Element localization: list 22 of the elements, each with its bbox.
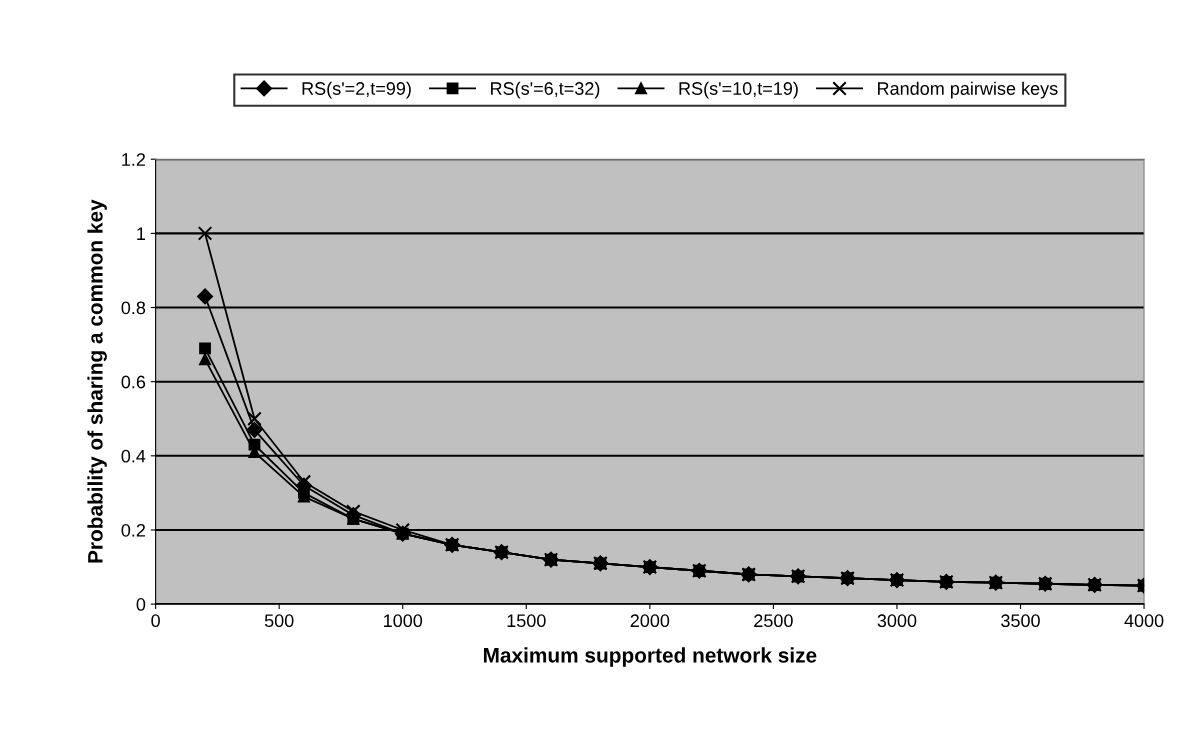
x-tick-label: 1500 [507, 614, 546, 628]
y-tick-label: 0.8 [121, 301, 146, 315]
x-tick-label: 4000 [1124, 614, 1164, 628]
y-tick-label: 1.2 [122, 153, 145, 166]
x-tick-label: 3500 [1001, 614, 1040, 628]
x-tick-label: 2000 [630, 614, 670, 628]
y-tick-label: 0.4 [121, 449, 146, 463]
x-tick-label: 1000 [384, 614, 423, 628]
legend-label: RS(s'=10,t=19) [679, 81, 798, 99]
y-tick-label: 0.6 [121, 375, 146, 389]
y-axis-title: Probability of sharing a common key [87, 199, 107, 563]
y-tick-label: 0 [136, 598, 146, 611]
y-tick-label: 0.2 [121, 523, 145, 537]
x-tick-label: 2500 [754, 614, 793, 628]
legend-label: RS(s'=2,t=99) [302, 81, 411, 99]
x-tick-label: 500 [264, 614, 294, 628]
x-tick-label: 3000 [877, 614, 917, 628]
x-axis-title: Maximum supported network size [483, 647, 817, 667]
legend-label: Random pairwise keys [878, 81, 1058, 99]
x-tick-label: 0 [151, 614, 160, 628]
legend-label: RS(s'=6,t=32) [491, 81, 600, 99]
y-tick-label: 1 [137, 227, 146, 240]
